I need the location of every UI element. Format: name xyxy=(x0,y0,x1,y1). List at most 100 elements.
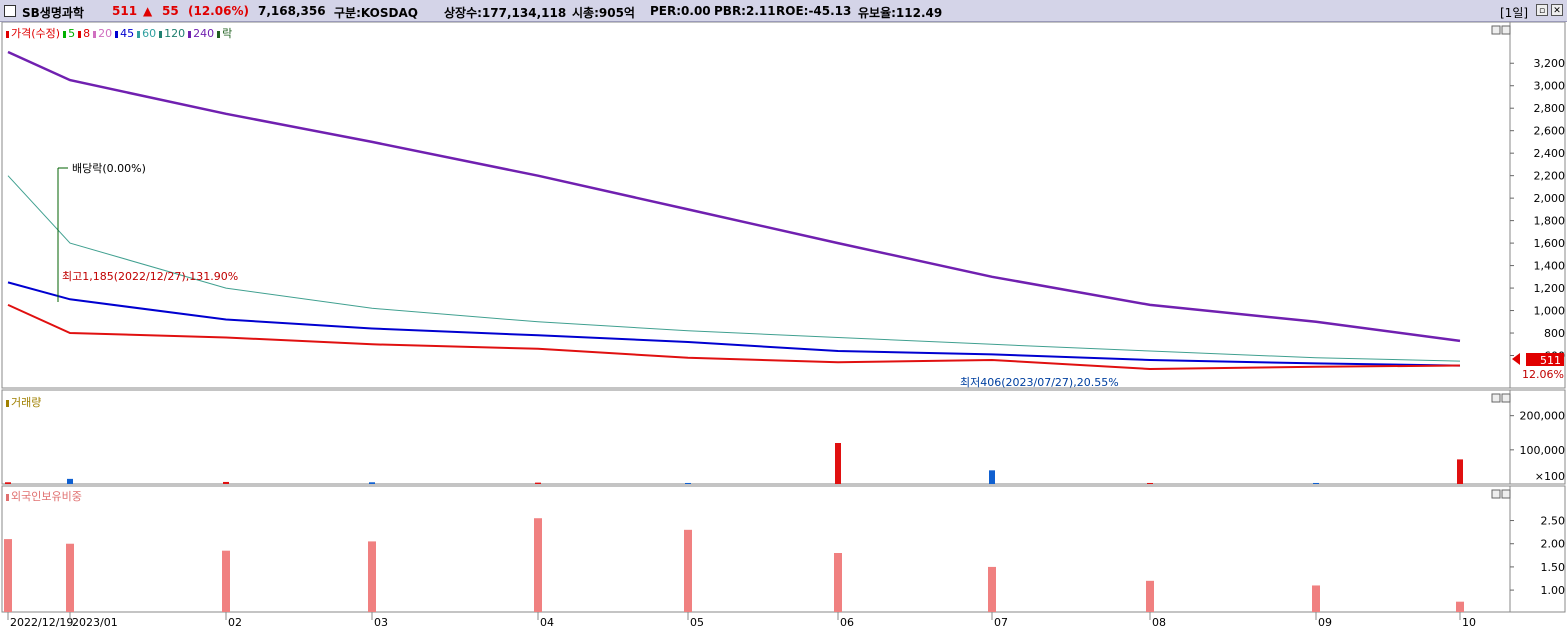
x-axis-label-8: 08 xyxy=(1152,616,1166,629)
legend-item-7: 240 xyxy=(188,27,214,40)
legend-marker-icon xyxy=(188,30,192,38)
volume-unit-label: ×100 xyxy=(1535,470,1565,483)
price-pointer-icon xyxy=(1512,353,1520,365)
checkbox[interactable] xyxy=(4,5,16,17)
foreign-bar-7 xyxy=(988,566,996,612)
volume-bar-0 xyxy=(5,482,11,484)
volume-bar-6 xyxy=(835,443,841,484)
volume-bar-8 xyxy=(1147,482,1153,484)
volume-bar-5 xyxy=(685,482,691,484)
x-axis-label-3: 03 xyxy=(374,616,388,629)
price-axis-label-2: 2,800 xyxy=(1534,102,1566,115)
legend-item-0: 가격(수정) xyxy=(6,27,60,40)
panel-close-icon-0 xyxy=(1501,25,1511,35)
foreign-panel-title: 외국인보유비중 xyxy=(6,488,82,504)
panel-close-icon-2 xyxy=(1501,489,1511,499)
foreign-bar-6 xyxy=(834,553,842,612)
volume-bar-10 xyxy=(1457,459,1463,484)
panel-max-icon-0 xyxy=(1491,25,1501,35)
legend-item-4: 45 xyxy=(115,27,134,40)
ma-line-45 xyxy=(7,281,1461,367)
legend-item-2: 8 xyxy=(78,27,90,40)
restore-icon[interactable]: ▫ xyxy=(1536,4,1548,16)
legend-item-6: 120 xyxy=(159,27,185,40)
panel-frame-2 xyxy=(1,485,1566,613)
panel-max-icon-2 xyxy=(1491,489,1501,499)
foreign-axis-label-2: 1.50 xyxy=(1541,561,1566,574)
current-pct-tag-text: 12.06% xyxy=(1522,368,1564,381)
market-type: 구분:KOSDAQ xyxy=(334,6,418,20)
foreign-bar-0 xyxy=(4,539,12,612)
foreign-bar-8 xyxy=(1146,580,1154,612)
price-axis-label-11: 1,000 xyxy=(1534,305,1566,318)
price-axis-label-10: 1,200 xyxy=(1534,282,1566,295)
price-axis-label-8: 1,600 xyxy=(1534,237,1566,250)
volume-axis-label-1: 100,000 xyxy=(1520,444,1566,457)
panel-frame-0 xyxy=(1,22,1566,389)
foreign-axis-label-3: 1.00 xyxy=(1541,584,1566,597)
x-axis-label-1: 2023/01 xyxy=(72,616,118,629)
volume-bar-7 xyxy=(989,470,995,484)
foreign-bar-2 xyxy=(222,550,230,612)
x-axis-label-6: 06 xyxy=(840,616,854,629)
foreign-bar-9 xyxy=(1312,585,1320,612)
x-axis-label-0: 2022/12/19 xyxy=(10,616,73,629)
foreign-axis-label-0: 2.50 xyxy=(1541,515,1566,528)
foreign-bar-10 xyxy=(1456,601,1464,612)
x-axis-label-5: 05 xyxy=(690,616,704,629)
volume-marker-icon xyxy=(6,399,9,407)
legend-marker-icon xyxy=(159,30,163,38)
dividend-annotation: 배당락(0.00%) xyxy=(72,162,146,175)
price-axis-label-9: 1,400 xyxy=(1534,260,1566,273)
listed-shares: 상장수:177,134,118 xyxy=(444,6,567,20)
volume-bar-9 xyxy=(1313,482,1319,484)
pbr-value: PBR:2.11 xyxy=(714,4,776,18)
price-axis-label-0: 3,200 xyxy=(1534,57,1566,70)
legend-marker-icon xyxy=(217,30,221,38)
panel-max-icon-1 xyxy=(1491,393,1501,403)
current-price-tag-text: 511 xyxy=(1540,354,1561,367)
price-change: 55 xyxy=(162,4,179,18)
foreign-bar-5 xyxy=(684,529,692,612)
legend-marker-icon xyxy=(137,30,141,38)
title-bar: SB생명과학 511 ▲ 55 (12.06%) 7,168,356 구분:KO… xyxy=(0,0,1567,22)
ma-line-가격(수정) xyxy=(7,303,1461,371)
volume-bar-1 xyxy=(67,478,73,484)
legend-marker-icon xyxy=(6,30,9,38)
price-axis-label-5: 2,200 xyxy=(1534,170,1566,183)
legend-marker-icon xyxy=(93,30,97,38)
x-axis-label-2: 02 xyxy=(228,616,242,629)
legend-marker-icon xyxy=(63,30,67,38)
panel-frame-1 xyxy=(1,389,1566,485)
legend-marker-icon xyxy=(78,30,82,38)
roe-value: ROE:-45.13 xyxy=(776,4,852,18)
volume-bar-4 xyxy=(535,482,541,484)
price-axis-label-1: 3,000 xyxy=(1534,80,1566,93)
x-axis-label-4: 04 xyxy=(540,616,554,629)
per-value: PER:0.00 xyxy=(650,4,711,18)
current-price: 511 xyxy=(112,4,138,18)
foreign-marker-icon xyxy=(6,493,9,501)
legend-marker-icon xyxy=(115,30,119,38)
foreign-bar-3 xyxy=(368,541,376,612)
x-axis-label-7: 07 xyxy=(994,616,1008,629)
price-axis-label-4: 2,400 xyxy=(1534,147,1566,160)
volume-axis-label-0: 200,000 xyxy=(1520,410,1566,423)
x-axis-label-9: 09 xyxy=(1318,616,1332,629)
price-axis-label-7: 1,800 xyxy=(1534,215,1566,228)
foreign-bar-1 xyxy=(66,543,74,612)
ma-line-240 xyxy=(7,50,1461,343)
legend-item-1: 5 xyxy=(63,27,75,40)
price-change-pct: (12.06%) xyxy=(188,4,249,18)
foreign-bar-4 xyxy=(534,518,542,612)
legend-item-8: 락 xyxy=(217,27,232,40)
foreign-axis-label-1: 2.00 xyxy=(1541,538,1566,551)
period-button[interactable]: [1일] xyxy=(1500,6,1529,20)
panel-close-icon-1 xyxy=(1501,393,1511,403)
volume-panel-title: 거래량 xyxy=(6,394,41,410)
current-price-tag xyxy=(1526,353,1564,366)
legend-item-3: 20 xyxy=(93,27,112,40)
high-annotation: 최고1,185(2022/12/27),131.90% xyxy=(62,270,238,283)
close-icon[interactable]: ✕ xyxy=(1551,4,1563,16)
